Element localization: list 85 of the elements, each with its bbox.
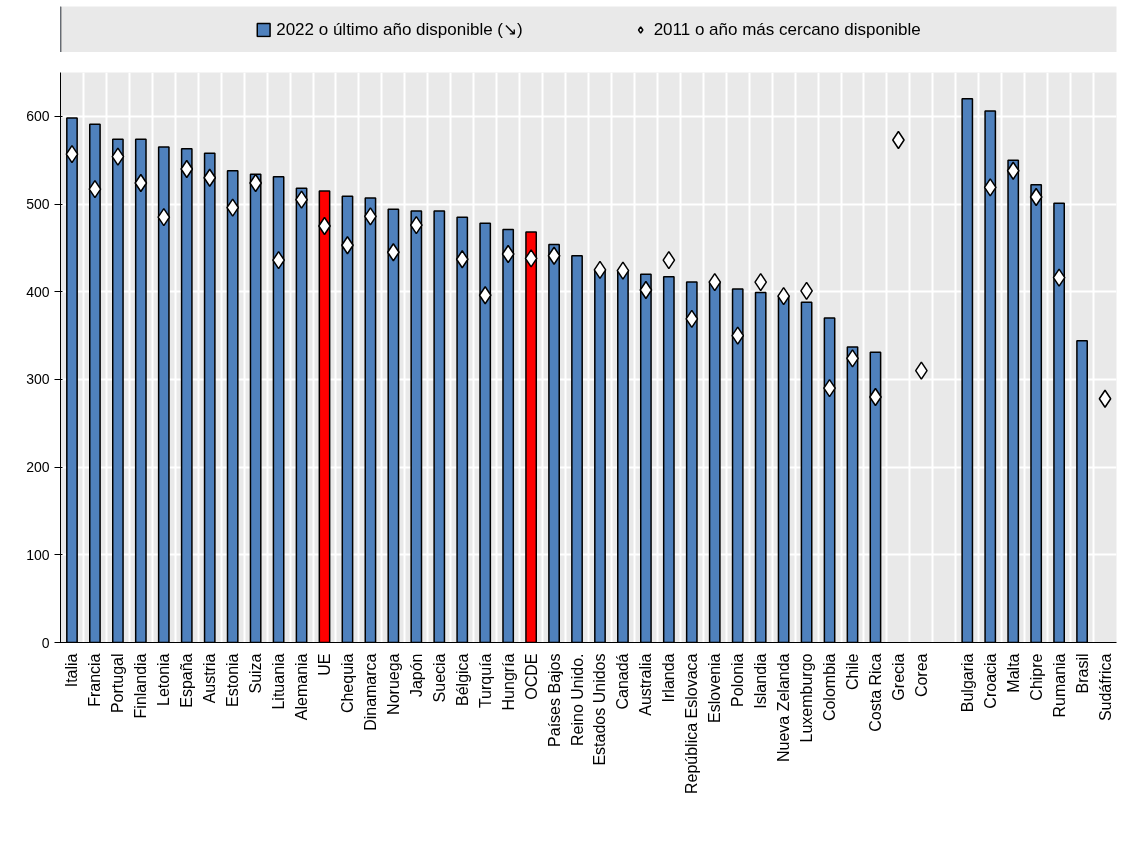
x-tick-label: Portugal	[109, 653, 127, 714]
x-tick-label: España	[178, 653, 196, 708]
point	[249, 173, 263, 193]
x-tick-label: Finlandia	[132, 653, 150, 719]
point	[685, 309, 699, 329]
point	[203, 168, 217, 187]
x-tick-label: Turquía	[476, 653, 494, 709]
x-tick-label: Croacia	[981, 653, 999, 709]
point	[180, 159, 194, 179]
x-tick-label: Sudáfrica	[1096, 653, 1114, 722]
x-tick-label: Noruega	[384, 653, 402, 715]
x-tick-label: Suecia	[430, 653, 448, 703]
y-tick-label: 100	[26, 546, 50, 563]
point	[1098, 389, 1112, 408]
x-tick-label: UE	[316, 653, 333, 676]
x-tick-label: Francia	[86, 653, 104, 707]
x-tick-label: Suiza	[247, 653, 265, 694]
y-tick-label: 300	[26, 371, 50, 388]
point	[777, 286, 791, 306]
x-tick-label: Costa Rica	[866, 653, 884, 732]
x-tick-label: Lituania	[270, 653, 288, 710]
legend-label: 2011 o año más cercano disponible	[653, 19, 921, 39]
point	[88, 179, 102, 199]
point	[662, 250, 676, 270]
point	[731, 326, 745, 345]
x-tick-label: Países Bajos	[545, 653, 563, 747]
x-tick-label: Eslovenia	[706, 653, 724, 723]
x-tick-label: Rumania	[1050, 653, 1068, 718]
y-tick-label: 400	[26, 283, 50, 300]
point	[616, 261, 630, 280]
x-tick-label: Polonia	[729, 653, 747, 707]
x-tick-label: Corea	[912, 653, 930, 698]
point	[639, 280, 653, 300]
x-tick-label: Austria	[201, 653, 219, 704]
x-tick-label: Chipre	[1027, 653, 1045, 701]
x-tick-label: Chile	[844, 653, 861, 690]
x-tick-label: Dinamarca	[361, 653, 379, 731]
point	[65, 144, 79, 164]
x-tick-label: Chequia	[338, 653, 356, 714]
x-tick-label: Nueva Zelanda	[775, 653, 793, 763]
x-tick-label: Hungría	[499, 653, 517, 711]
y-tick-label: 500	[26, 196, 50, 213]
y-tick-label: 0	[41, 634, 50, 651]
point	[501, 244, 515, 264]
x-tick-label: Brasil	[1073, 653, 1091, 694]
point	[478, 285, 492, 305]
point	[226, 198, 240, 217]
point	[1029, 187, 1043, 207]
point	[1006, 161, 1020, 180]
x-tick-label: Alemania	[293, 653, 311, 721]
x-tick-label: Colombia	[821, 653, 839, 722]
x-tick-label: República Eslovaca	[683, 653, 701, 795]
point	[524, 249, 538, 268]
point	[914, 361, 928, 380]
y-tick-label: 200	[26, 459, 50, 476]
x-tick-label: Reino Unido.	[568, 653, 586, 746]
point	[593, 260, 607, 280]
x-tick-label: Bulgaria	[958, 653, 976, 713]
x-tick-label: Islandia	[752, 653, 770, 709]
point	[409, 215, 423, 235]
point	[547, 246, 561, 266]
x-tick-label: Malta	[1004, 653, 1022, 693]
x-tick-label: Estados Unidos	[591, 653, 609, 766]
x-tick-label: Canadá	[614, 653, 632, 710]
x-tick-label: Japón	[407, 653, 425, 698]
x-tick-label: Luxemburgo	[798, 653, 816, 743]
x-tick-label: Estonia	[224, 653, 242, 707]
point	[111, 147, 125, 166]
point	[754, 272, 768, 292]
x-tick-label: Grecia	[889, 653, 907, 701]
point	[386, 243, 400, 262]
x-tick-label: Australia	[637, 653, 655, 716]
point	[157, 207, 171, 227]
point	[455, 250, 469, 269]
x-tick-label: Italia	[63, 653, 81, 688]
x-tick-label: Letonia	[155, 653, 173, 706]
x-tick-label: OCDE	[522, 653, 540, 700]
point	[134, 173, 148, 193]
point	[983, 178, 997, 197]
x-tick-label: Bélgica	[453, 653, 471, 706]
x-tick-label: Irlanda	[660, 653, 678, 703]
point	[1052, 268, 1066, 287]
legend-label: 2022 o último año disponible (↘)	[276, 18, 523, 40]
y-tick-label: 600	[26, 108, 50, 125]
point	[708, 272, 722, 292]
